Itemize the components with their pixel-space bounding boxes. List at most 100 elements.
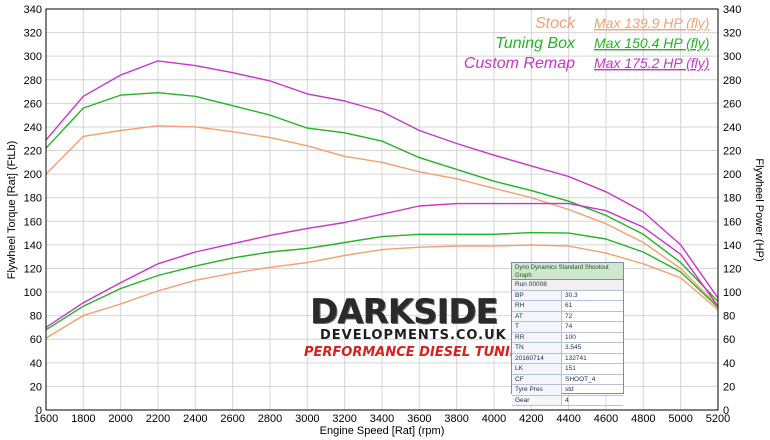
logo-tagline: PERFORMANCE DIESEL TUNING — [304, 345, 532, 360]
x-tick-label: 4800 — [631, 413, 655, 425]
x-axis-title: Engine Speed [Rat] (rpm) — [320, 425, 445, 437]
y-tick-label-left: 80 — [30, 311, 42, 323]
info-key: RR — [512, 332, 562, 342]
run-info-table: Dyno Dynamics Standard Shootout Graph Ru… — [511, 262, 624, 406]
info-row: Tyre Pres std — [512, 385, 623, 396]
legend-max: Max 150.4 HP (fly) — [594, 35, 709, 51]
info-row: AT 72 — [512, 311, 623, 322]
tick-labels: 1600 1800 2000 2200 2400 2600 2800 3000 3200 3400… — [24, 4, 742, 425]
y-tick-label-left: 120 — [24, 263, 42, 275]
y-axis-title-right: Flywheel Power (HP) — [753, 158, 765, 261]
info-row: 20160714 132741 — [512, 353, 623, 364]
x-tick-label: 3600 — [407, 413, 431, 425]
series-lines — [45, 60, 719, 339]
legend-label: Stock — [535, 15, 576, 32]
series-line-stock-torque — [45, 125, 719, 307]
y-tick-label-right: 160 — [723, 216, 741, 228]
darkside-logo: DARKSIDE DEVELOPMENTS.CO.UK PERFORMANCE … — [298, 292, 531, 367]
y-tick-label-left: 60 — [30, 334, 42, 346]
info-value: 74 — [565, 323, 573, 330]
info-value: 132741 — [565, 354, 587, 362]
legend-max: Max 175.2 HP (fly) — [594, 55, 709, 71]
info-value: 100 — [565, 333, 576, 341]
info-value: 4 — [565, 396, 569, 404]
info-key: LK — [512, 364, 562, 374]
y-tick-label-left: 280 — [24, 75, 42, 87]
y-tick-label-right: 180 — [723, 193, 741, 205]
x-tick-label: 3000 — [295, 413, 319, 425]
y-tick-label-left: 0 — [36, 405, 42, 417]
info-value: SHOOT_4 — [565, 375, 596, 383]
x-tick-label: 2400 — [183, 413, 207, 425]
info-key: CF — [512, 374, 562, 384]
y-tick-label-right: 120 — [723, 263, 741, 275]
y-tick-label-right: 100 — [723, 287, 741, 299]
info-key: Tyre Pres — [512, 385, 562, 395]
y-tick-label-left: 140 — [24, 240, 42, 252]
y-tick-label-right: 0 — [723, 405, 729, 417]
legend-label: Custom Remap — [464, 55, 575, 72]
y-tick-label-right: 280 — [723, 75, 741, 87]
x-tick-label: 2600 — [220, 413, 244, 425]
x-tick-label: 4200 — [519, 413, 543, 425]
y-tick-label-right: 240 — [723, 122, 741, 134]
info-value: 151 — [565, 365, 576, 372]
y-tick-label-left: 20 — [30, 381, 42, 393]
series-line-custom-remap-power — [45, 202, 719, 328]
series-line-stock-power — [45, 244, 719, 339]
info-value: 3.545 — [565, 344, 582, 351]
info-heading: Dyno Dynamics Standard Shootout Graph — [512, 263, 623, 280]
y-tick-label-right: 300 — [723, 51, 741, 63]
y-tick-label-left: 340 — [24, 4, 42, 16]
y-tick-label-left: 160 — [24, 216, 42, 228]
y-tick-label-right: 320 — [723, 28, 741, 40]
info-key: Gear — [512, 395, 562, 405]
y-tick-label-left: 180 — [24, 193, 42, 205]
info-key: 20160714 — [512, 353, 562, 363]
y-tick-label-right: 200 — [723, 169, 741, 181]
plot-frame — [45, 8, 719, 411]
info-value: 30.3 — [565, 291, 578, 299]
info-row: BP 30.3 — [512, 290, 623, 301]
x-tick-label: 4000 — [482, 413, 506, 425]
info-row: RH 61 — [512, 301, 623, 312]
logo-main-text: DARKSIDE — [310, 292, 499, 332]
y-tick-label-left: 40 — [30, 358, 42, 370]
series-line-tuning-box-power — [45, 231, 719, 331]
info-row: TN 3.545 — [512, 343, 623, 354]
y-axis-title-left: Flywheel Torque [Rat] (FtLb) — [6, 141, 18, 280]
y-tick-label-right: 260 — [723, 98, 741, 110]
info-row: T 74 — [512, 322, 623, 333]
logo-sub-text: DEVELOPMENTS.CO.UK — [320, 328, 507, 343]
y-tick-label-right: 140 — [723, 240, 741, 252]
x-tick-label: 4600 — [594, 413, 618, 425]
y-tick-label-left: 260 — [24, 98, 42, 110]
info-rows: BP 30.3 RH 61 AT 72 T 74 RR 100 TN 3.545 20160714 132… — [512, 290, 623, 406]
info-run-label: Run 00008 — [515, 281, 547, 288]
x-tick-label: 3200 — [332, 413, 356, 425]
y-tick-label-left: 200 — [24, 169, 42, 181]
y-tick-label-left: 100 — [24, 287, 42, 299]
y-tick-label-right: 80 — [723, 311, 735, 323]
x-tick-label: 5200 — [706, 413, 730, 425]
y-tick-label-left: 220 — [24, 146, 42, 158]
info-value: 72 — [565, 312, 573, 320]
x-tick-label: 2000 — [108, 413, 132, 425]
y-tick-label-right: 340 — [723, 4, 741, 16]
series-line-tuning-box-torque — [45, 91, 719, 302]
legend-label: Tuning Box — [495, 35, 576, 52]
y-tick-label-left: 240 — [24, 122, 42, 134]
info-run-row: Run 00008 — [512, 280, 623, 291]
legend: Stock Max 139.9 HP (fly) Tuning Box Max 150… — [464, 15, 710, 72]
y-tick-label-right: 220 — [723, 146, 741, 158]
info-row: RR 100 — [512, 332, 623, 343]
x-tick-label: 4400 — [556, 413, 580, 425]
y-tick-label-right: 40 — [723, 358, 735, 370]
info-key: TN — [512, 343, 562, 353]
x-tick-label: 1600 — [34, 413, 58, 425]
info-row: LK 151 — [512, 364, 623, 375]
x-tick-label: 2200 — [146, 413, 170, 425]
x-tick-label: 3400 — [370, 413, 394, 425]
y-tick-label-left: 320 — [24, 28, 42, 40]
